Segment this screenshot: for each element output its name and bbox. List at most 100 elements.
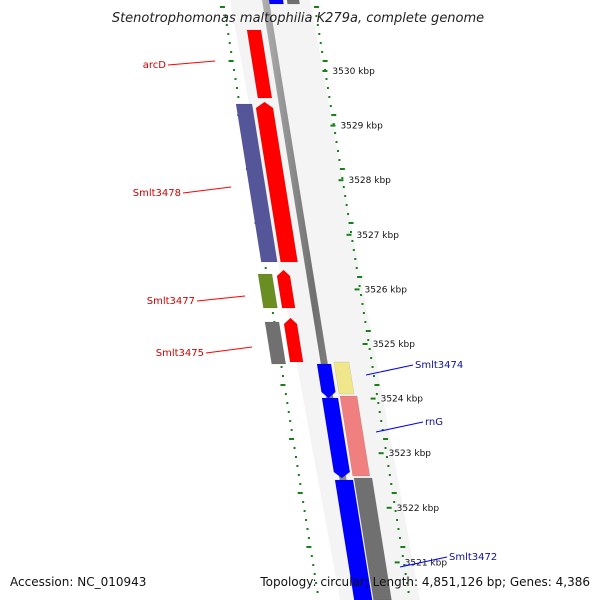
gc-tick — [373, 375, 375, 377]
gc-tick — [289, 420, 292, 422]
gc-tick — [297, 492, 303, 494]
gc-tick — [219, 6, 225, 8]
gc-tick — [398, 537, 401, 539]
cog-box-top — [286, 0, 300, 5]
kbp-tick — [378, 452, 384, 455]
gc-tick — [339, 168, 345, 170]
gc-tick — [322, 60, 328, 62]
gene-label-smlt3477: Smlt3477 — [147, 296, 195, 307]
gc-tick — [370, 357, 373, 359]
cog-box-smlt3475 — [264, 321, 287, 365]
gc-tick — [289, 438, 295, 440]
gc-tick — [237, 96, 240, 98]
gene-label-smlt3474: Smlt3474 — [415, 360, 463, 371]
gc-tick — [280, 384, 286, 386]
gc-tick — [383, 438, 389, 440]
gc-tick — [294, 456, 297, 458]
gc-tick — [354, 258, 357, 260]
gc-tick — [394, 510, 397, 512]
gc-tick — [280, 366, 283, 368]
gc-tick — [404, 573, 407, 575]
kbp-tick — [346, 233, 352, 236]
gc-tick — [385, 456, 388, 458]
gc-tick — [315, 582, 318, 584]
gc-tick — [329, 105, 332, 107]
gc-tick — [351, 240, 354, 242]
gene-label-arcd: arcD — [143, 60, 167, 71]
gc-tick — [374, 384, 380, 386]
forward-cds-top — [268, 0, 284, 5]
gc-tick — [331, 114, 337, 116]
gc-tick — [393, 501, 396, 503]
gc-tick — [345, 204, 348, 206]
gc-tick — [227, 33, 230, 35]
gc-tick — [400, 546, 406, 548]
gc-tick — [228, 42, 231, 44]
label-leader-line — [205, 346, 253, 354]
kbp-tick — [394, 561, 400, 564]
kbp-label: 3527 kbp — [357, 231, 400, 241]
kbp-label: 3529 kbp — [340, 122, 383, 132]
gc-tick — [321, 51, 324, 53]
gc-tick — [326, 87, 329, 89]
gc-tick — [407, 591, 410, 593]
gene-label-smlt3478: Smlt3478 — [133, 188, 181, 199]
gc-tick — [335, 141, 338, 143]
gc-tick — [313, 573, 316, 575]
gc-tick — [316, 24, 319, 26]
kbp-tick — [362, 343, 368, 345]
gc-tick — [305, 519, 308, 521]
reverse-cds-smlt3475 — [283, 317, 304, 363]
gc-tick — [388, 474, 391, 476]
gc-tick — [334, 132, 337, 134]
map-title: Stenotrophomonas maltophilia K279a, comp… — [112, 11, 484, 26]
reverse-cds-smlt3478 — [255, 101, 298, 263]
gc-tick — [303, 510, 306, 512]
gene-label-smlt3475: Smlt3475 — [156, 348, 204, 359]
kbp-label: 3524 kbp — [381, 395, 424, 405]
gc-tick — [235, 87, 238, 89]
gc-tick — [401, 555, 404, 557]
gc-tick — [349, 231, 352, 233]
gc-tick — [225, 24, 228, 26]
gc-tick — [306, 528, 309, 530]
gc-tick — [375, 393, 378, 395]
gc-tick — [361, 303, 364, 305]
gc-tick — [325, 78, 328, 80]
gc-tick — [302, 501, 305, 503]
reverse-cds-smlt3477 — [276, 269, 296, 309]
gc-tick — [284, 393, 287, 395]
gc-tick — [368, 348, 371, 350]
cog-box-smlt3478 — [235, 103, 278, 263]
label-leader-line — [365, 364, 414, 376]
kbp-label: 3530 kbp — [332, 67, 375, 77]
gc-tick — [328, 96, 331, 98]
gc-tick — [332, 123, 335, 125]
gc-tick — [384, 447, 387, 449]
gc-tick — [378, 411, 381, 413]
gc-tick — [367, 339, 370, 341]
kbp-label: 3528 kbp — [348, 176, 391, 186]
gc-tick — [347, 213, 350, 215]
kbp-label: 3525 kbp — [373, 340, 416, 350]
gc-tick — [264, 267, 267, 269]
gc-tick — [377, 402, 380, 404]
gc-tick — [234, 78, 237, 80]
kbp-label: 3526 kbp — [365, 285, 408, 295]
gc-tick — [403, 564, 406, 566]
gc-tick — [312, 564, 315, 566]
gc-tick — [358, 285, 361, 287]
label-leader-line — [167, 60, 216, 66]
label-leader-line — [375, 421, 424, 433]
gc-tick — [282, 375, 284, 377]
kbp-tick — [370, 397, 376, 400]
gc-tick — [381, 429, 384, 431]
gc-tick — [271, 312, 274, 314]
gc-tick — [306, 546, 312, 548]
gc-tick — [390, 483, 393, 485]
gc-tick — [310, 555, 313, 557]
cog-box-smlt3472 — [353, 477, 392, 600]
gc-tick — [344, 195, 347, 197]
kbp-tick — [386, 506, 392, 509]
